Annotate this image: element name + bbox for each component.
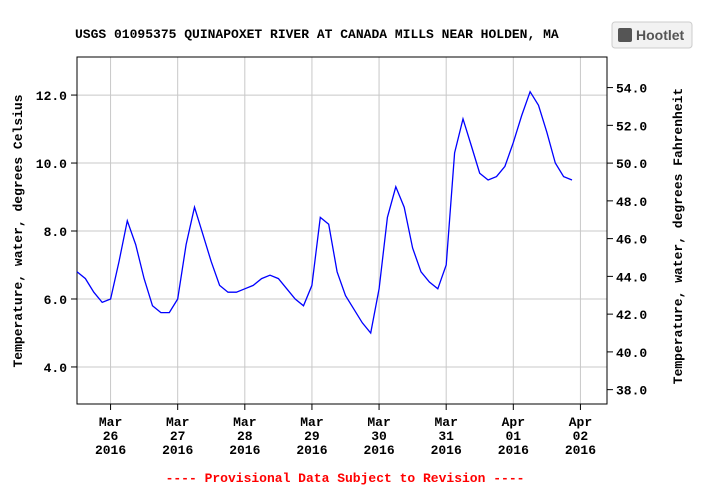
y-axis-label: Temperature, water, degrees Celsius	[11, 94, 26, 367]
y2-tick-label: 40.0	[616, 346, 647, 361]
badge-icon	[618, 28, 632, 42]
x-tick-label-line: 28	[237, 429, 253, 444]
x-tick-label-line: 2016	[95, 443, 126, 458]
chart-title: USGS 01095375 QUINAPOXET RIVER AT CANADA…	[75, 27, 559, 42]
x-tick-label-line: 01	[506, 429, 522, 444]
x-tick-label-line: 2016	[498, 443, 529, 458]
y2-tick-label: 38.0	[616, 384, 647, 399]
x-tick-label: Mar 28 2016	[229, 415, 260, 458]
x-tick-label-line: Mar	[434, 415, 457, 430]
y2-tick-label: 44.0	[616, 270, 647, 285]
x-tick-label-line: 2016	[229, 443, 260, 458]
x-tick-label-line: 29	[304, 429, 320, 444]
y-tick-label: 12.0	[36, 89, 67, 104]
x-tick-label-line: 2016	[363, 443, 394, 458]
x-tick-label-line: Mar	[300, 415, 323, 430]
x-tick-label-line: Mar	[99, 415, 122, 430]
x-tick-label-line: 2016	[431, 443, 462, 458]
x-tick-label-line: 26	[103, 429, 119, 444]
y-tick-label: 4.0	[44, 361, 68, 376]
x-tick-label-line: Mar	[367, 415, 390, 430]
x-tick-label: Mar 26 2016	[95, 415, 126, 458]
x-tick-label-line: 2016	[296, 443, 327, 458]
y-tick-label: 8.0	[44, 225, 68, 240]
y2-tick-label: 48.0	[616, 195, 647, 210]
x-tick-label-line: Apr	[569, 415, 592, 430]
badge-box[interactable]	[611, 21, 693, 49]
y2-tick-label: 54.0	[616, 82, 647, 97]
x-tick-label-line: 2016	[565, 443, 596, 458]
x-tick-label-line: 31	[438, 429, 454, 444]
y2-tick-label: 46.0	[616, 233, 647, 248]
x-tick-label: Apr 02 2016	[565, 415, 596, 458]
x-tick-label-line: 27	[170, 429, 186, 444]
plot-frame	[76, 56, 608, 405]
hootlet-button[interactable]: Hootlet	[611, 21, 693, 49]
x-tick-label: Apr 01 2016	[498, 415, 529, 458]
x-tick-label: Mar 27 2016	[162, 415, 193, 458]
y2-tick-label: 50.0	[616, 157, 647, 172]
y2-tick-label: 42.0	[616, 308, 647, 323]
y-tick-label: 6.0	[44, 293, 68, 308]
y2-tick-label: 52.0	[616, 119, 647, 134]
x-tick-label-line: Mar	[233, 415, 256, 430]
x-tick-label-line: 30	[371, 429, 387, 444]
footnote: ---- Provisional Data Subject to Revisio…	[166, 471, 525, 486]
y2-axis-label: Temperature, water, degrees Fahrenheit	[671, 88, 686, 384]
y-tick-label: 10.0	[36, 157, 67, 172]
data-line	[76, 90, 573, 335]
badge-label[interactable]: Hootlet	[636, 27, 685, 43]
x-tick-label-line: Apr	[502, 415, 525, 430]
x-tick-label: Mar 29 2016	[296, 415, 327, 458]
x-tick-label: Mar 31 2016	[431, 415, 462, 458]
x-tick-label-line: 2016	[162, 443, 193, 458]
x-tick-label-line: Mar	[166, 415, 189, 430]
x-tick-label-line: 02	[573, 429, 589, 444]
x-tick-label: Mar 30 2016	[363, 415, 394, 458]
